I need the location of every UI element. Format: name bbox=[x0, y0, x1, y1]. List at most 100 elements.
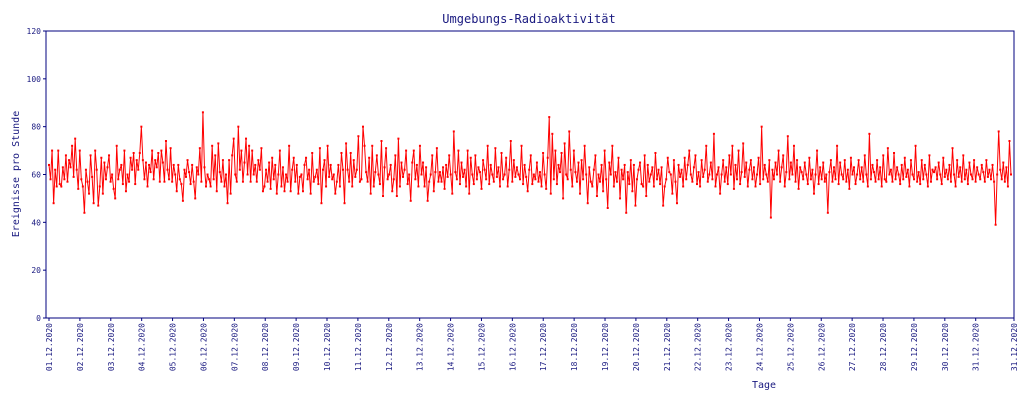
data-point bbox=[234, 173, 237, 176]
data-point bbox=[903, 156, 906, 159]
data-point bbox=[700, 159, 703, 162]
data-point bbox=[785, 171, 788, 174]
data-point bbox=[582, 178, 585, 181]
data-point bbox=[899, 183, 902, 186]
data-point bbox=[55, 185, 58, 188]
data-point bbox=[303, 163, 306, 166]
data-point bbox=[68, 159, 71, 162]
data-point bbox=[617, 156, 620, 159]
data-point bbox=[612, 185, 615, 188]
data-point bbox=[288, 144, 291, 147]
data-point bbox=[106, 166, 109, 169]
data-point bbox=[599, 180, 602, 183]
x-axis-label: Tage bbox=[752, 380, 776, 391]
data-point bbox=[183, 168, 186, 171]
data-point bbox=[554, 149, 557, 152]
y-tick-label: 120 bbox=[27, 27, 42, 36]
data-point bbox=[411, 161, 414, 164]
data-point bbox=[412, 149, 415, 152]
data-point bbox=[414, 178, 417, 181]
data-point bbox=[311, 151, 314, 154]
data-point bbox=[189, 183, 192, 186]
data-point bbox=[891, 180, 894, 183]
data-point bbox=[249, 180, 252, 183]
data-point bbox=[94, 149, 97, 152]
data-point bbox=[206, 173, 209, 176]
data-point bbox=[355, 168, 358, 171]
data-point bbox=[689, 173, 692, 176]
data-point bbox=[756, 173, 759, 176]
x-tick-label: 19.12.2020 bbox=[601, 323, 610, 371]
data-point bbox=[349, 151, 352, 154]
chart-title: Umgebungs-Radioaktivität bbox=[442, 12, 615, 26]
data-point bbox=[1008, 140, 1011, 143]
data-point bbox=[560, 151, 563, 154]
data-point bbox=[709, 161, 712, 164]
data-point bbox=[340, 151, 343, 154]
data-point bbox=[792, 144, 795, 147]
data-point bbox=[228, 159, 231, 162]
data-point bbox=[448, 154, 451, 157]
data-point bbox=[779, 180, 782, 183]
data-point bbox=[868, 132, 871, 135]
data-point bbox=[254, 163, 257, 166]
data-point bbox=[271, 156, 274, 159]
data-point bbox=[853, 166, 855, 169]
data-point bbox=[174, 173, 177, 176]
data-point bbox=[226, 202, 229, 205]
data-point bbox=[343, 202, 346, 205]
data-point bbox=[1005, 166, 1008, 169]
data-point bbox=[993, 180, 996, 183]
data-point bbox=[677, 163, 680, 166]
data-point bbox=[697, 171, 700, 174]
data-point bbox=[776, 173, 779, 176]
data-point bbox=[648, 180, 651, 183]
data-point bbox=[346, 168, 349, 171]
data-point bbox=[208, 178, 211, 181]
data-point bbox=[75, 168, 78, 171]
x-tick-label: 24.12.2020 bbox=[755, 323, 764, 371]
data-point bbox=[320, 202, 323, 205]
data-point bbox=[602, 190, 605, 193]
data-point bbox=[205, 185, 207, 188]
data-point bbox=[215, 190, 218, 193]
data-point bbox=[826, 211, 829, 214]
data-point bbox=[791, 173, 794, 176]
data-point bbox=[61, 166, 64, 169]
data-point bbox=[726, 183, 729, 186]
data-point bbox=[137, 168, 140, 171]
x-tick-label: 23.12.2020 bbox=[725, 323, 734, 371]
data-point bbox=[478, 171, 481, 174]
data-point bbox=[863, 154, 866, 157]
x-tick-label: 17.12.2020 bbox=[539, 323, 548, 371]
data-point bbox=[682, 185, 685, 188]
data-point bbox=[845, 180, 848, 183]
data-point bbox=[729, 173, 732, 176]
data-point bbox=[532, 173, 535, 176]
data-point bbox=[877, 178, 880, 181]
data-point bbox=[345, 142, 348, 145]
data-point bbox=[936, 178, 939, 181]
data-point bbox=[665, 178, 668, 181]
data-point bbox=[846, 168, 849, 171]
data-point bbox=[432, 190, 435, 193]
data-point bbox=[328, 175, 331, 178]
data-point bbox=[514, 175, 517, 178]
data-point bbox=[679, 175, 682, 178]
data-point bbox=[375, 154, 378, 157]
data-point bbox=[1000, 178, 1003, 181]
data-point bbox=[69, 166, 72, 169]
data-point bbox=[812, 192, 815, 195]
data-point bbox=[820, 178, 823, 181]
data-point bbox=[920, 159, 923, 162]
data-point bbox=[104, 178, 107, 181]
data-point bbox=[506, 185, 509, 188]
data-point bbox=[140, 125, 143, 128]
data-point bbox=[469, 156, 472, 159]
data-point bbox=[397, 137, 400, 140]
data-point bbox=[446, 175, 449, 178]
data-point bbox=[583, 144, 586, 147]
x-tick-label: 14.12.2020 bbox=[447, 323, 456, 371]
data-point bbox=[260, 147, 263, 150]
data-point bbox=[568, 130, 571, 133]
